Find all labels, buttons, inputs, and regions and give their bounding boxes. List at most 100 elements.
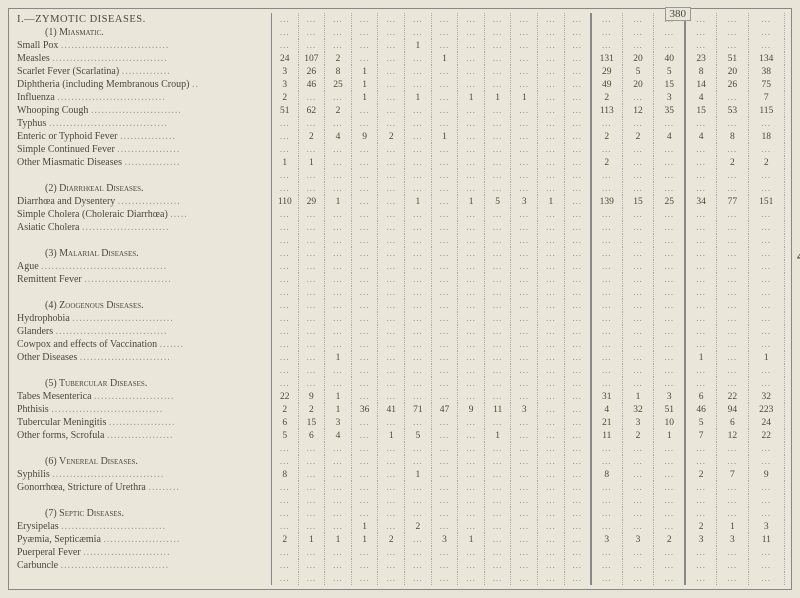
data-cell: …: [484, 104, 511, 117]
data-cell: …: [405, 221, 432, 234]
data-cell: 1: [405, 39, 432, 52]
data-cell: …: [538, 325, 565, 338]
data-cell: …: [748, 247, 784, 260]
data-cell: 1: [351, 78, 378, 91]
data-cell: …: [405, 416, 432, 429]
data-cell: …: [325, 13, 352, 26]
data-cell: …: [538, 416, 565, 429]
data-cell: …: [378, 364, 405, 377]
data-cell: …: [538, 351, 565, 364]
data-cell: …: [458, 338, 485, 351]
data-cell: …: [591, 260, 622, 273]
data-cell: …: [405, 234, 432, 247]
data-cell: …: [511, 442, 538, 455]
data-cell: 107: [298, 52, 325, 65]
data-cell: …: [511, 26, 538, 39]
data-cell: …: [298, 182, 325, 195]
data-cell: 14: [685, 78, 716, 91]
data-cell: …: [272, 13, 299, 26]
data-cell: …: [405, 260, 432, 273]
data-cell: …: [405, 481, 432, 494]
data-cell: …: [748, 481, 784, 494]
data-cell: 6: [298, 429, 325, 442]
data-cell: …: [622, 507, 653, 520]
data-cell: …: [378, 195, 405, 208]
data-cell: …: [511, 65, 538, 78]
data-cell: …: [325, 546, 352, 559]
data-cell: 2: [654, 533, 685, 546]
data-cell: …: [538, 13, 565, 26]
data-cell: …: [405, 65, 432, 78]
data-cell: 7: [685, 429, 716, 442]
row-label: Phthisis ...............................…: [15, 403, 272, 416]
data-cell: 22: [717, 390, 748, 403]
data-cell: 29: [591, 65, 622, 78]
data-cell: …: [325, 273, 352, 286]
data-cell: …: [351, 39, 378, 52]
data-cell: …: [458, 507, 485, 520]
data-cell: …: [431, 481, 458, 494]
data-cell: …: [685, 442, 716, 455]
data-cell: …: [298, 143, 325, 156]
data-cell: 2: [591, 91, 622, 104]
data-cell: …: [538, 364, 565, 377]
data-cell: …: [591, 312, 622, 325]
data-cell: …: [538, 481, 565, 494]
data-cell: 51: [654, 403, 685, 416]
data-cell: 3: [685, 533, 716, 546]
data-cell: …: [564, 169, 591, 182]
data-cell: 1: [325, 351, 352, 364]
data-cell: …: [564, 26, 591, 39]
data-cell: …: [622, 494, 653, 507]
data-cell: …: [431, 507, 458, 520]
data-cell: …: [378, 117, 405, 130]
row-label: [15, 494, 272, 507]
data-cell: …: [484, 312, 511, 325]
data-cell: …: [431, 156, 458, 169]
data-cell: …: [511, 416, 538, 429]
data-cell: …: [458, 429, 485, 442]
data-cell: …: [458, 143, 485, 156]
data-cell: …: [325, 39, 352, 52]
data-cell: 5: [272, 429, 299, 442]
data-cell: …: [511, 156, 538, 169]
data-cell: …: [272, 234, 299, 247]
data-cell: …: [484, 507, 511, 520]
data-cell: …: [538, 234, 565, 247]
data-cell: …: [717, 234, 748, 247]
data-cell: …: [458, 78, 485, 91]
data-cell: …: [591, 299, 622, 312]
data-cell: 5: [484, 195, 511, 208]
data-cell: …: [538, 104, 565, 117]
data-cell: …: [298, 117, 325, 130]
data-cell: 2: [272, 91, 299, 104]
data-cell: 10: [654, 416, 685, 429]
data-cell: …: [298, 455, 325, 468]
data-cell: …: [431, 39, 458, 52]
data-cell: …: [351, 273, 378, 286]
data-cell: 4: [325, 130, 352, 143]
data-cell: …: [325, 338, 352, 351]
data-cell: …: [591, 247, 622, 260]
data-cell: …: [272, 507, 299, 520]
data-cell: 1: [272, 156, 299, 169]
data-cell: 49: [591, 78, 622, 91]
data-cell: 12: [622, 104, 653, 117]
data-cell: …: [717, 442, 748, 455]
data-cell: 1: [351, 520, 378, 533]
data-cell: …: [325, 234, 352, 247]
document-page: 380 I.—ZYMOTIC DISEASES.……………………………………………: [8, 8, 792, 590]
data-cell: …: [458, 481, 485, 494]
data-cell: …: [591, 39, 622, 52]
row-label: Hydrophobia ............................…: [15, 312, 272, 325]
data-cell: …: [378, 416, 405, 429]
data-cell: …: [272, 182, 299, 195]
data-cell: …: [748, 442, 784, 455]
data-cell: …: [351, 156, 378, 169]
data-cell: …: [378, 91, 405, 104]
data-cell: …: [458, 299, 485, 312]
data-cell: …: [378, 39, 405, 52]
data-cell: 2: [325, 52, 352, 65]
data-cell: …: [511, 468, 538, 481]
data-cell: …: [511, 260, 538, 273]
